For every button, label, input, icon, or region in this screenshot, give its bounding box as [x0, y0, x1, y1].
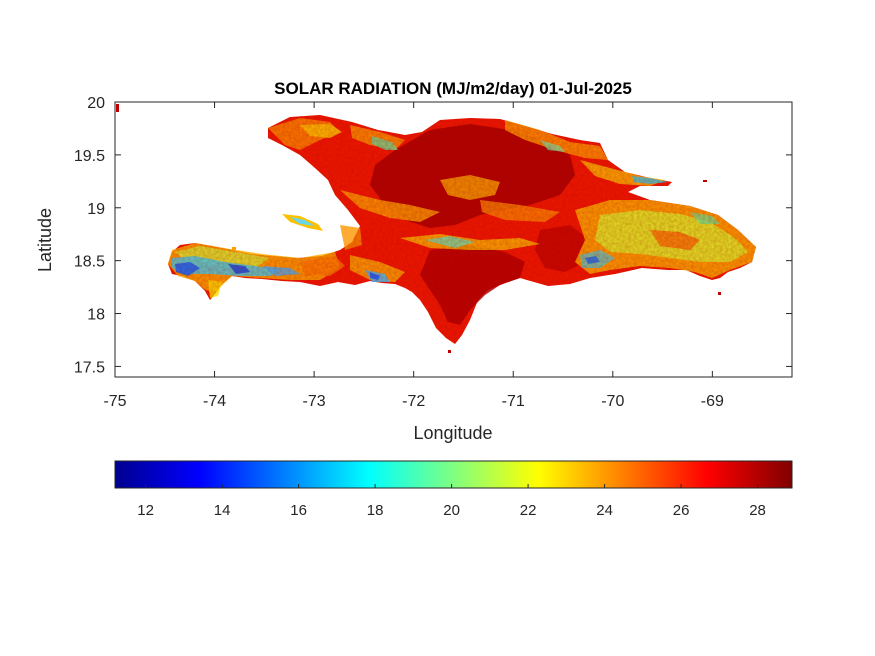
- x-tick-label: -70: [601, 393, 624, 410]
- colorbar-tick-label: 18: [367, 502, 384, 519]
- x-axis: -75 -74 -73 -72 -71 -70 -69: [103, 102, 724, 410]
- y-axis-label: Latitude: [35, 208, 55, 272]
- y-tick-label: 18: [87, 307, 105, 324]
- colorbar-tick-label: 12: [137, 502, 154, 519]
- y-axis: 17.5 18 18.5 19 19.5 20: [74, 95, 792, 376]
- y-tick-label: 17.5: [74, 359, 105, 376]
- colorbar-tick-label: 26: [673, 502, 690, 519]
- colorbar: [114, 460, 793, 489]
- colorbar-tick-label: 24: [596, 502, 613, 519]
- colorbar-tick-label: 22: [520, 502, 537, 519]
- radiation-field: [116, 104, 756, 353]
- x-tick-label: -73: [303, 393, 326, 410]
- x-tick-label: -75: [103, 393, 126, 410]
- y-tick-label: 19: [87, 201, 105, 218]
- colorbar-tick-label: 16: [290, 502, 307, 519]
- x-tick-label: -69: [701, 393, 724, 410]
- colorbar-tick-label: 28: [749, 502, 766, 519]
- map-title: SOLAR RADIATION (MJ/m2/day) 01-Jul-2025: [274, 79, 632, 98]
- y-tick-label: 18.5: [74, 254, 105, 271]
- x-tick-label: -71: [502, 393, 525, 410]
- colorbar-ticks: 12 14 16 18 20 22 24 26 28: [137, 484, 766, 519]
- colorbar-tick-label: 20: [443, 502, 460, 519]
- x-axis-label: Longitude: [413, 423, 492, 443]
- y-tick-label: 20: [87, 95, 105, 112]
- x-tick-label: -74: [203, 393, 226, 410]
- x-tick-label: -72: [402, 393, 425, 410]
- colorbar-tick-label: 14: [214, 502, 231, 519]
- y-tick-label: 19.5: [74, 148, 105, 165]
